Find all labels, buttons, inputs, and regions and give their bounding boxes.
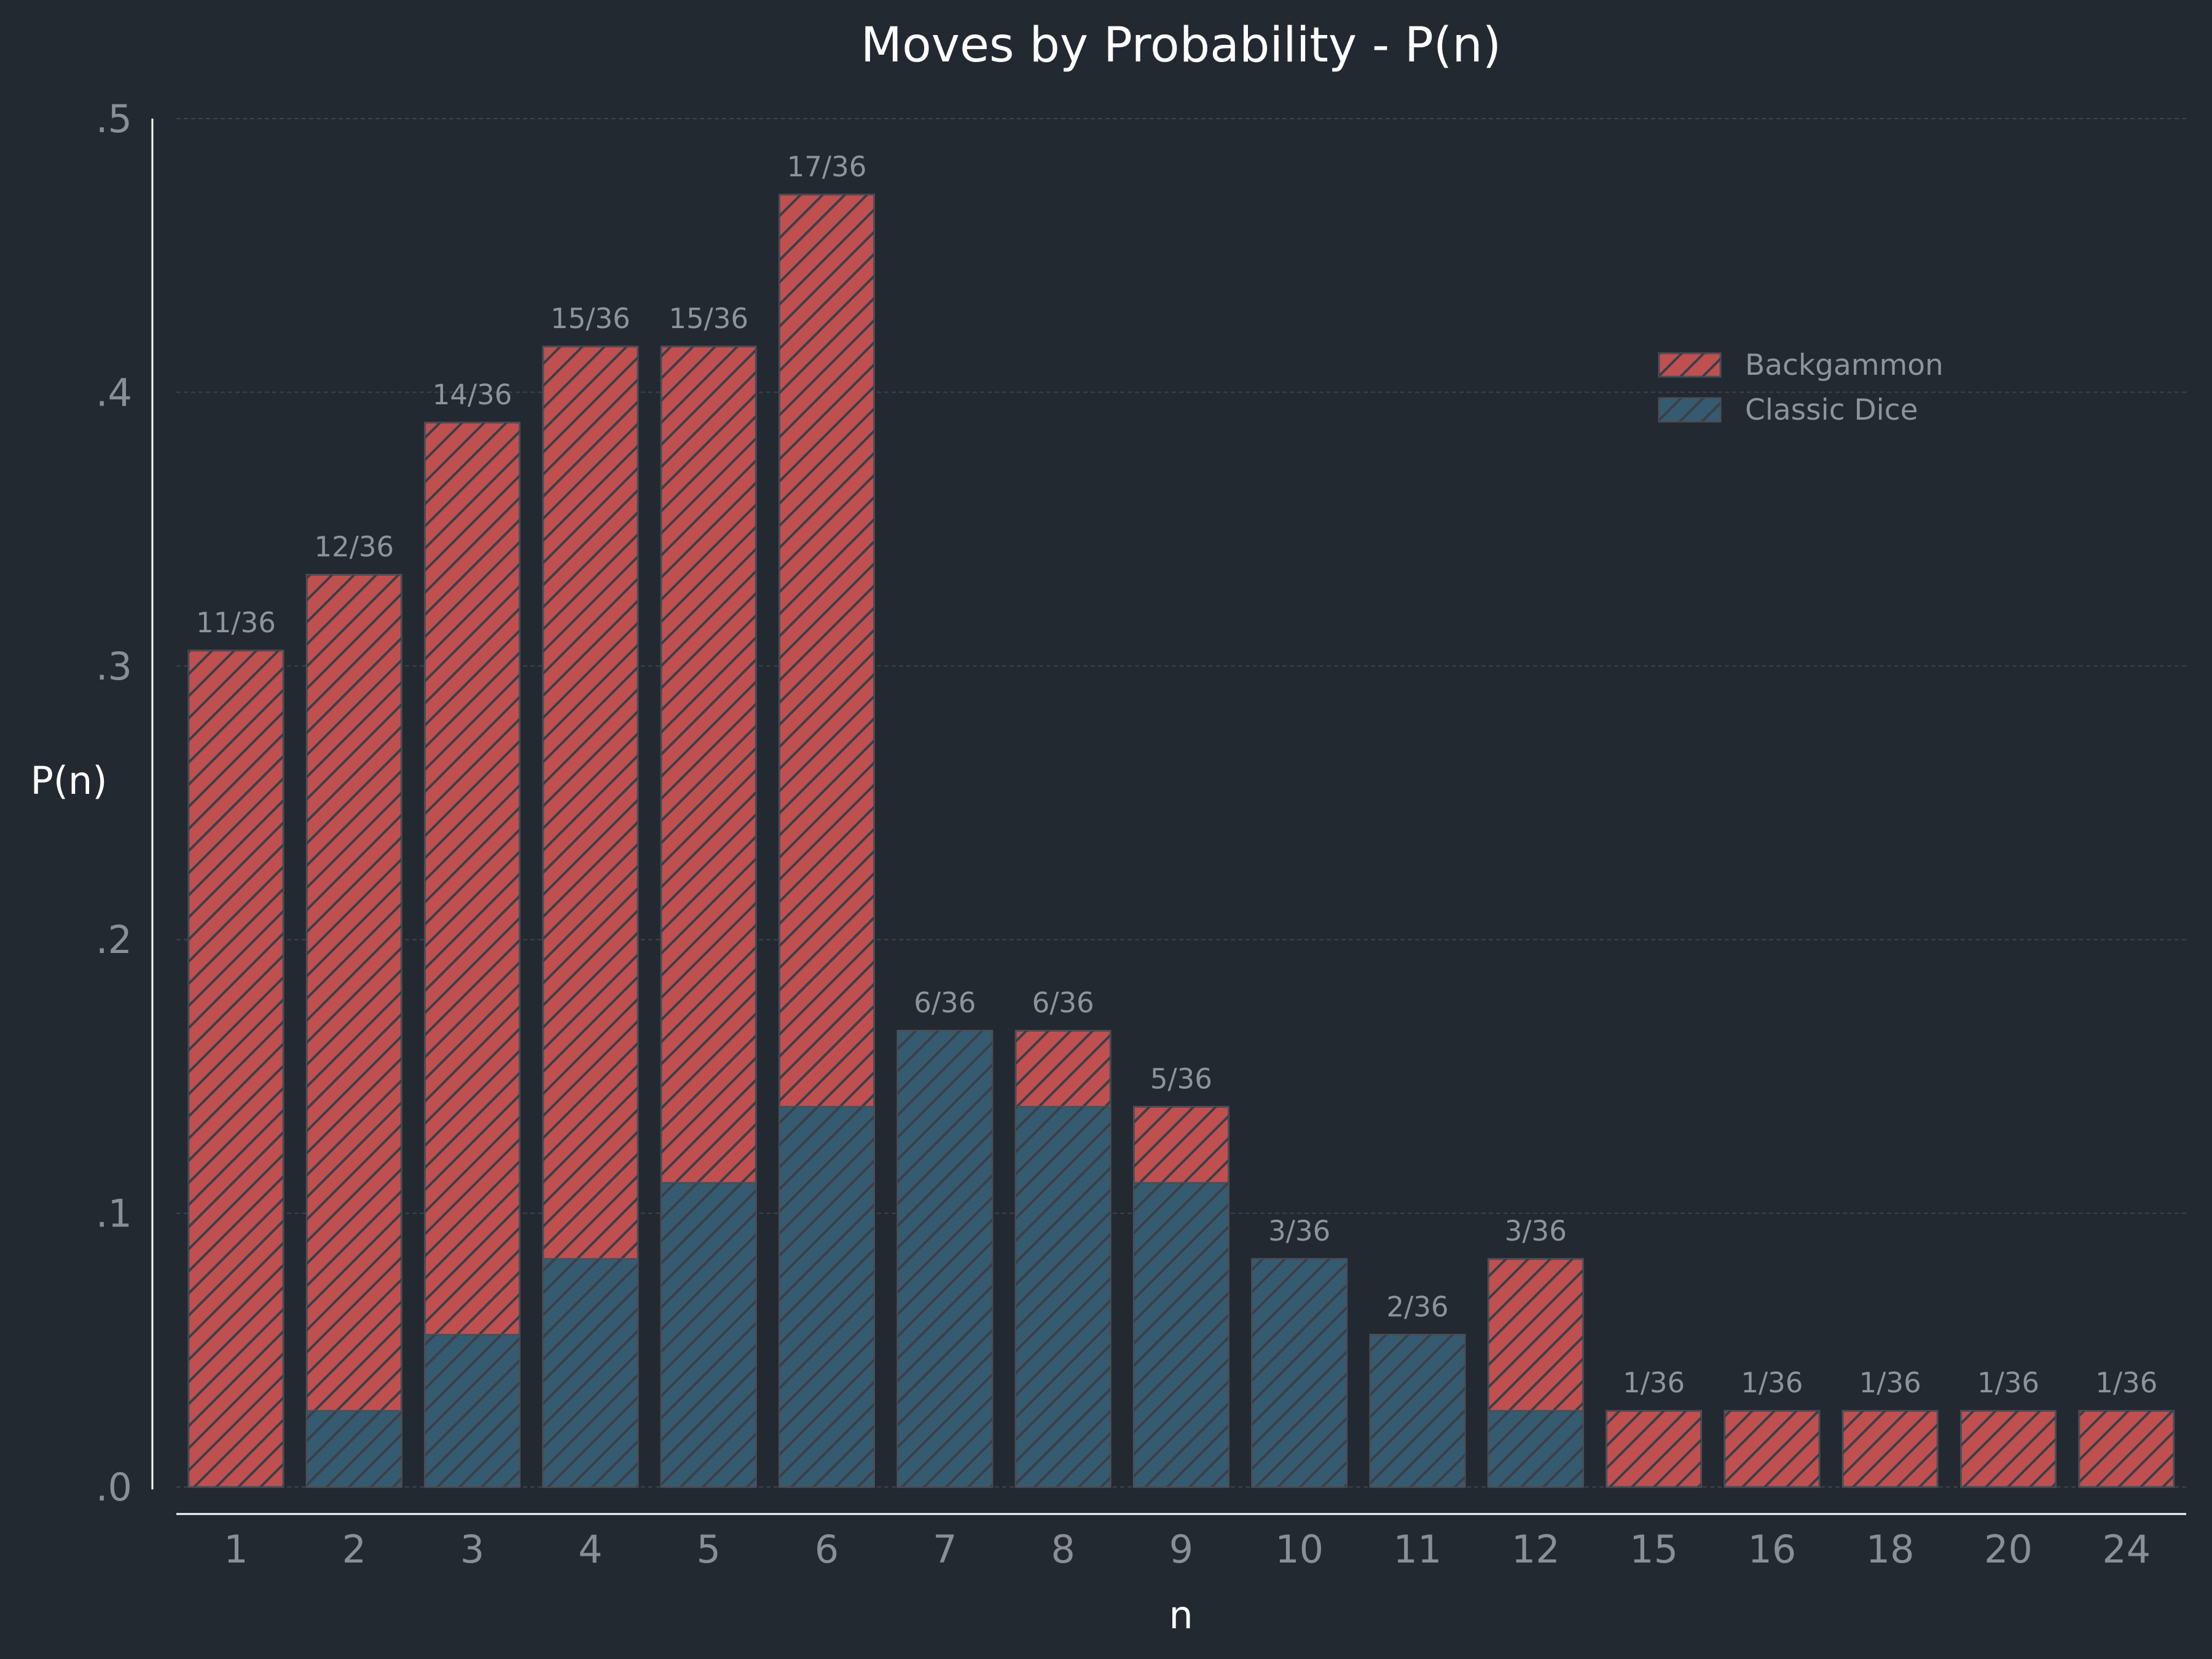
bar-data-label: 6/36	[1032, 987, 1094, 1019]
x-tick-label: 20	[1984, 1527, 2033, 1572]
x-axis-label: n	[1169, 1593, 1193, 1637]
chart-title: Moves by Probability - P(n)	[861, 18, 1501, 73]
x-tick-label: 15	[1630, 1527, 1678, 1572]
bar-data-label: 2/36	[1386, 1290, 1448, 1323]
x-tick-label: 10	[1275, 1527, 1324, 1572]
y-tick-label: .3	[96, 644, 132, 689]
bar-data-label: 1/36	[1977, 1367, 2039, 1399]
bar-data-label: 15/36	[551, 302, 630, 335]
x-tick-label: 24	[2102, 1527, 2151, 1572]
y-tick-label: .4	[96, 370, 132, 415]
legend-label-backgammon: Backgammon	[1745, 348, 1943, 382]
x-tick-label: 1	[224, 1527, 248, 1572]
x-tick-label: 12	[1512, 1527, 1560, 1572]
bar-data-label: 1/36	[1741, 1367, 1803, 1399]
x-tick-label: 16	[1747, 1527, 1796, 1572]
bars	[187, 194, 2175, 1488]
bar-data-label: 1/36	[1623, 1367, 1685, 1399]
y-tick-label: .5	[96, 96, 132, 141]
bar-data-label: 5/36	[1150, 1062, 1212, 1095]
x-tick-label: 6	[815, 1527, 839, 1572]
x-tick-label: 2	[342, 1527, 366, 1572]
x-tick-label: 9	[1169, 1527, 1193, 1572]
x-tick-label: 5	[696, 1527, 720, 1572]
bar-data-label: 3/36	[1268, 1215, 1330, 1247]
legend: Backgammon Classic Dice	[1658, 348, 1943, 427]
y-tick-label: .1	[96, 1191, 132, 1236]
bar-data-label: 6/36	[914, 987, 976, 1019]
bar-data-label: 1/36	[1859, 1367, 1921, 1399]
x-tick-label: 3	[460, 1527, 484, 1572]
x-tick-label: 11	[1394, 1527, 1442, 1572]
bar-data-label: 17/36	[787, 151, 867, 183]
x-tick-label: 18	[1866, 1527, 1915, 1572]
y-tick-label: .0	[96, 1465, 132, 1510]
bar-data-label: 1/36	[2095, 1367, 2157, 1399]
legend-label-classic-dice: Classic Dice	[1745, 393, 1918, 427]
y-axis-ticks: .0 .1 .2 .3 .4 .5	[96, 96, 132, 1510]
x-axis-ticks: 1 2 3 4 5 6 7 8 9 10 11 12 15 16 18 20 24	[224, 1527, 2151, 1572]
bar-data-label: 11/36	[196, 606, 276, 639]
bar-data-label: 3/36	[1505, 1215, 1567, 1247]
bar-data-label: 12/36	[314, 530, 394, 563]
y-tick-label: .2	[96, 917, 132, 962]
x-tick-label: 4	[578, 1527, 602, 1572]
bar-data-label: 14/36	[433, 378, 512, 411]
data-labels: 11/36 12/36 14/36 15/36 15/36 17/36 6/36 6/36 5/…	[196, 151, 2157, 1399]
x-tick-label: 7	[933, 1527, 957, 1572]
x-tick-label: 8	[1051, 1527, 1075, 1572]
y-axis-label: P(n)	[30, 758, 107, 803]
bar-data-label: 15/36	[669, 302, 748, 335]
